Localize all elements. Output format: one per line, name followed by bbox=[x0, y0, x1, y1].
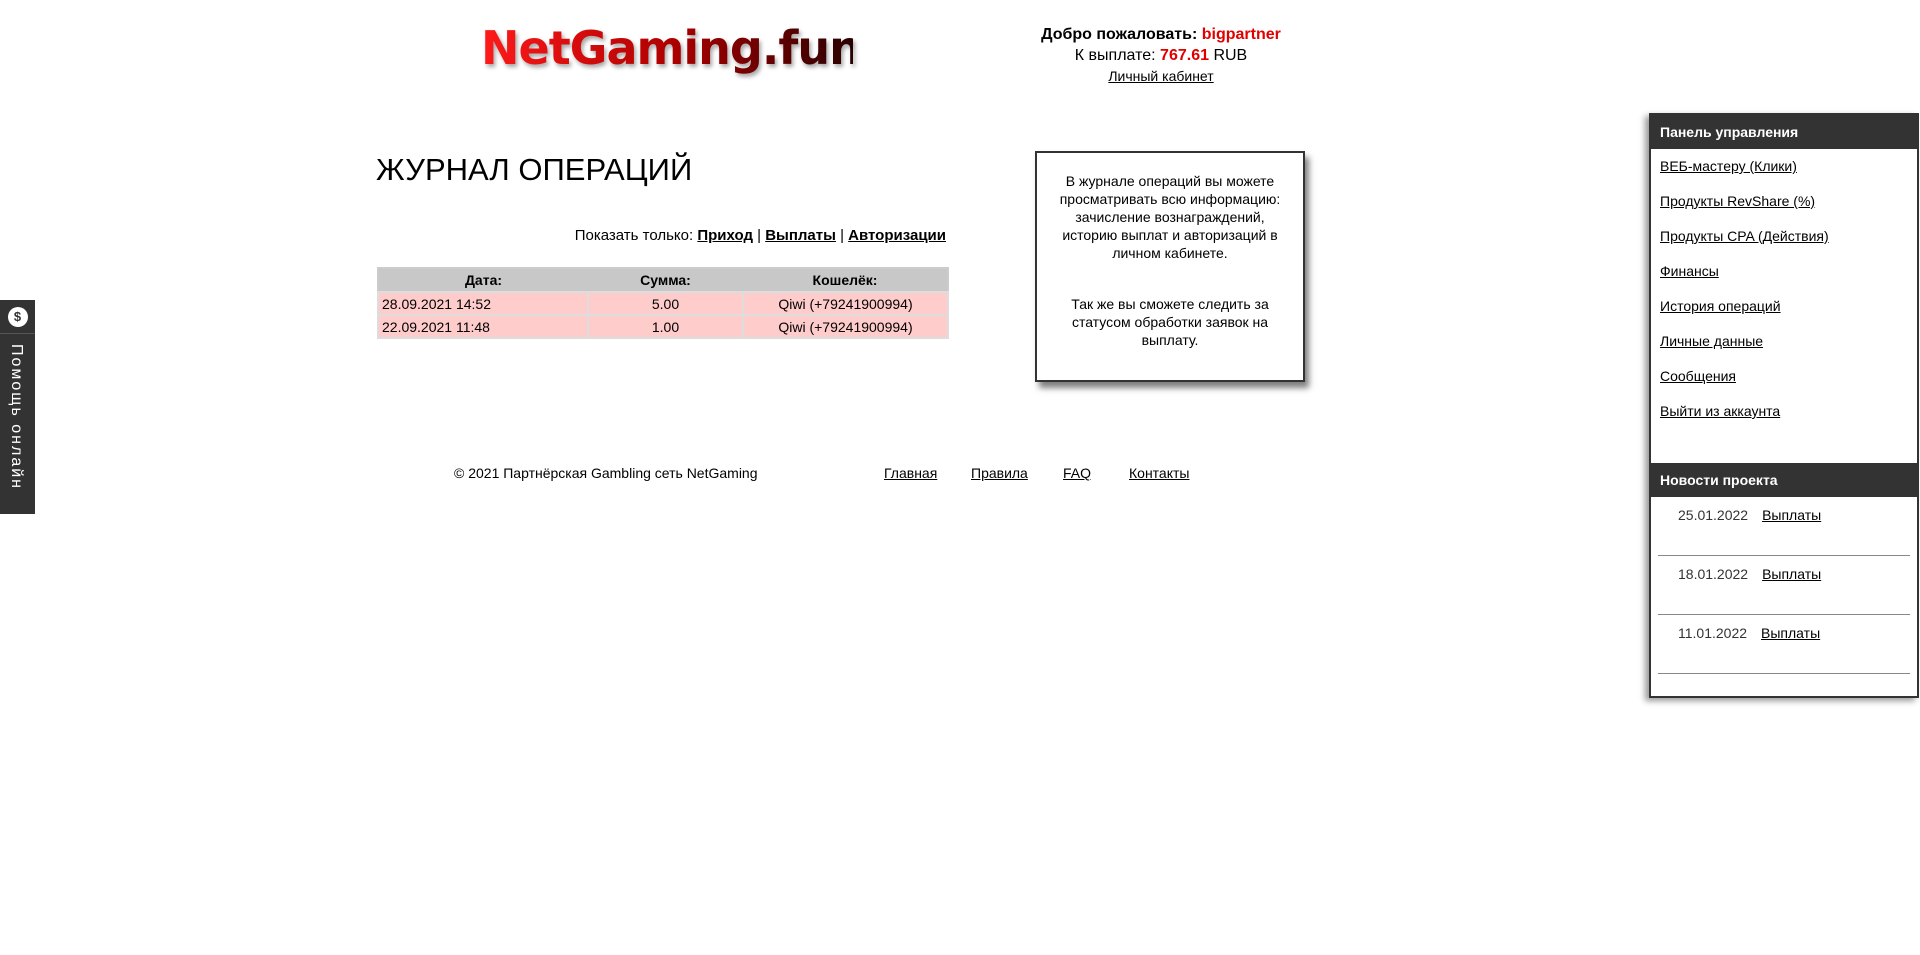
panel-item-logout[interactable]: Выйти из аккаунта bbox=[1660, 403, 1781, 419]
cell-date: 28.09.2021 14:52 bbox=[377, 291, 589, 316]
payout-amount: 767.61 bbox=[1160, 47, 1209, 64]
username: bigpartner bbox=[1201, 26, 1281, 43]
news-item: 18.01.2022 Выплаты bbox=[1658, 556, 1910, 615]
news-date: 25.01.2022 bbox=[1678, 507, 1749, 523]
logo[interactable]: NetGaming.fun bbox=[481, 21, 862, 75]
panel-item-cpa[interactable]: Продукты CPA (Действия) bbox=[1660, 228, 1829, 244]
table-row: 22.09.2021 11:48 1.00 Qiwi (+79241900994… bbox=[377, 314, 949, 339]
news-date: 18.01.2022 bbox=[1678, 566, 1749, 582]
panel-item-webmaster[interactable]: ВЕБ-мастеру (Клики) bbox=[1660, 158, 1797, 174]
info-box: В журнале операций вы можете просматрива… bbox=[1035, 151, 1305, 382]
table-row: 28.09.2021 14:52 5.00 Qiwi (+79241900994… bbox=[377, 291, 949, 316]
news-link[interactable]: Выплаты bbox=[1762, 566, 1822, 582]
footer-link-rules[interactable]: Правила bbox=[971, 465, 1028, 481]
cell-date: 22.09.2021 11:48 bbox=[377, 314, 589, 339]
currency: RUB bbox=[1213, 47, 1248, 64]
info-text-2: Так же вы сможете следить за статусом об… bbox=[1071, 296, 1269, 348]
table-header: Дата: Сумма: Кошелёк: bbox=[378, 268, 948, 292]
welcome-block: Добро пожаловать: bigpartner К выплате: … bbox=[1000, 24, 1322, 87]
news-link[interactable]: Выплаты bbox=[1762, 507, 1822, 523]
operations-table: Дата: Сумма: Кошелёк: 28.09.2021 14:52 5… bbox=[377, 267, 949, 339]
col-amount: Сумма: bbox=[588, 268, 743, 292]
news-date: 11.01.2022 bbox=[1678, 625, 1748, 641]
welcome-label: Добро пожаловать: bbox=[1041, 26, 1198, 43]
dollar-chat-icon: $ bbox=[0, 300, 35, 334]
cell-wallet: Qiwi (+79241900994) bbox=[742, 291, 949, 316]
cell-wallet: Qiwi (+79241900994) bbox=[742, 314, 949, 339]
page-title: ЖУРНАЛ ОПЕРАЦИЙ bbox=[376, 152, 693, 187]
footer-link-contacts[interactable]: Контакты bbox=[1129, 465, 1190, 481]
news-title: Новости проекта bbox=[1651, 463, 1917, 497]
cell-amount: 1.00 bbox=[587, 314, 744, 339]
panel-item-personal[interactable]: Личные данные bbox=[1660, 333, 1764, 349]
filter-label: Показать только: bbox=[574, 227, 694, 244]
news-item: 25.01.2022 Выплаты bbox=[1658, 497, 1910, 556]
col-wallet: Кошелёк: bbox=[743, 268, 948, 292]
footer-link-home[interactable]: Главная bbox=[884, 465, 938, 481]
panel-item-history[interactable]: История операций bbox=[1660, 298, 1781, 314]
panel-title: Панель управления bbox=[1651, 115, 1917, 149]
cell-amount: 5.00 bbox=[587, 291, 744, 316]
payout-label: К выплате: bbox=[1074, 47, 1156, 64]
news-item: 11.01.2022 Выплаты bbox=[1658, 615, 1910, 674]
col-date: Дата: bbox=[378, 268, 588, 292]
cabinet-link[interactable]: Личный кабинет bbox=[1108, 68, 1214, 84]
filter-payouts[interactable]: Выплаты bbox=[765, 227, 836, 244]
help-label: Помощь онлайн bbox=[8, 344, 25, 490]
copyright: © 2021 Партнёрская Gambling сеть NetGami… bbox=[454, 465, 758, 481]
filter-income[interactable]: Приход bbox=[697, 227, 753, 244]
panel-item-revshare[interactable]: Продукты RevShare (%) bbox=[1660, 193, 1816, 209]
panel-item-finance[interactable]: Финансы bbox=[1660, 263, 1719, 279]
info-text-1: В журнале операций вы можете просматрива… bbox=[1059, 173, 1281, 261]
footer-link-faq[interactable]: FAQ bbox=[1063, 465, 1092, 481]
filter-auth[interactable]: Авторизации bbox=[848, 227, 946, 244]
help-online-tab[interactable]: $ Помощь онлайн bbox=[0, 300, 35, 514]
filter-bar: Показать только: Приход | Выплаты | Авто… bbox=[574, 227, 946, 244]
panel-item-messages[interactable]: Сообщения bbox=[1660, 368, 1736, 384]
news-link[interactable]: Выплаты bbox=[1761, 625, 1821, 641]
control-panel: Панель управления ВЕБ-мастеру (Клики) Пр… bbox=[1649, 113, 1919, 698]
